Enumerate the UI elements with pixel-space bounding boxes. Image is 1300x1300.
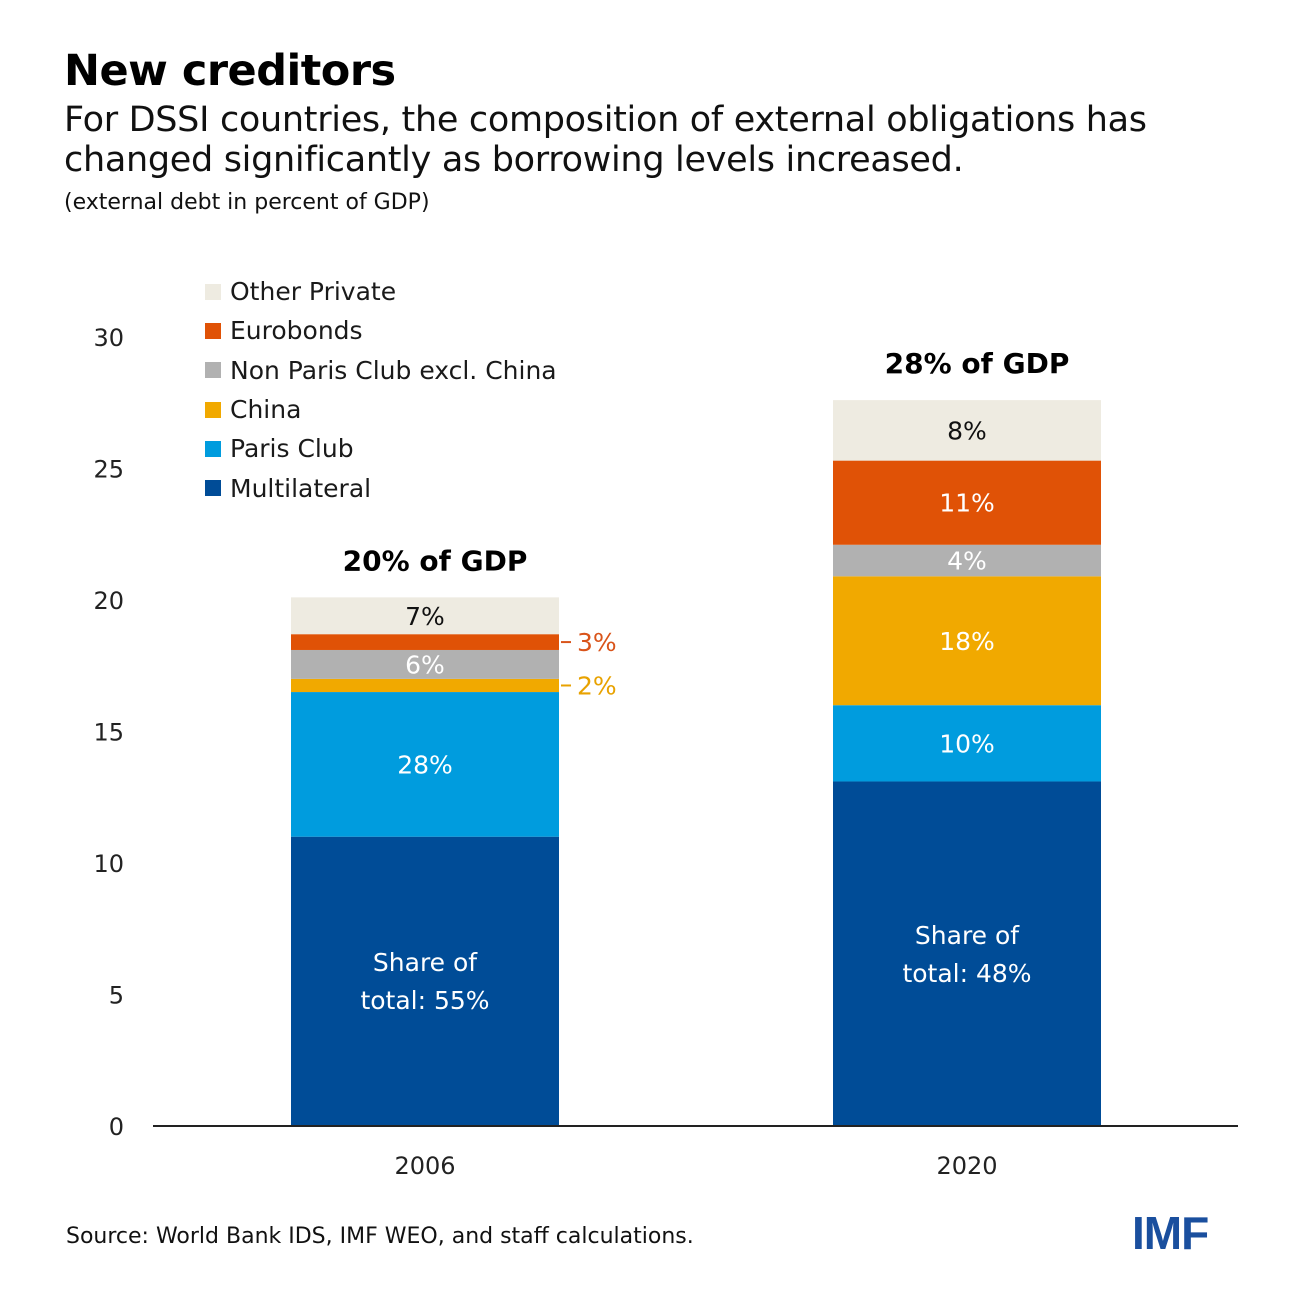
bar-total-label: 20% of GDP — [343, 544, 528, 577]
legend-label: Non Paris Club excl. China — [230, 355, 557, 385]
legend-swatch — [205, 480, 221, 497]
segment-label: 8% — [947, 416, 987, 445]
legend-label: Eurobonds — [230, 316, 363, 346]
chart-title: New creditors — [64, 46, 396, 96]
bar-total-label: 28% of GDP — [885, 347, 1070, 380]
source-note: Source: World Bank IDS, IMF WEO, and sta… — [66, 1224, 694, 1249]
y-tick-label: 5 — [109, 982, 124, 1010]
legend-swatch — [205, 362, 221, 379]
legend-swatch — [205, 322, 221, 339]
bar-segment-other-private — [833, 400, 1101, 461]
legend-swatch — [205, 283, 221, 300]
bar-segment-china — [291, 678, 559, 693]
legend-label: Multilateral — [230, 473, 372, 503]
segment-label: 10% — [939, 729, 995, 758]
bar-segment-non-paris-club-excl-china — [833, 544, 1101, 577]
chart-units-note: (external debt in percent of GDP) — [64, 190, 430, 215]
legend-item: Other Private — [205, 272, 557, 311]
segment-label: 3% — [577, 628, 617, 657]
bar-segment-china — [833, 576, 1101, 706]
legend-item: Eurobonds — [205, 311, 557, 350]
x-tick-label: 2020 — [936, 1152, 997, 1180]
segment-label: 6% — [405, 650, 445, 679]
segment-label: Share of — [373, 948, 478, 977]
segment-label: 28% — [397, 750, 453, 779]
y-tick-label: 15 — [93, 719, 124, 747]
legend-item: Multilateral — [205, 468, 557, 507]
chart-subtitle: For DSSI countries, the composition of e… — [64, 100, 1147, 180]
bar-segment-paris-club — [833, 705, 1101, 782]
legend-label: Paris Club — [230, 434, 354, 464]
y-tick-label: 25 — [93, 456, 124, 484]
segment-label: 2% — [577, 671, 617, 700]
legend-swatch — [205, 401, 221, 418]
segment-label: Share of — [915, 921, 1020, 950]
bar-segment-non-paris-club-excl-china — [291, 649, 559, 679]
y-tick-label: 10 — [93, 850, 124, 878]
segment-label: 4% — [947, 547, 987, 576]
bar-segment-multilateral — [291, 836, 559, 1126]
y-tick-label: 30 — [93, 324, 124, 352]
legend-swatch — [205, 440, 221, 457]
legend-item: China — [205, 390, 557, 429]
imf-logo: IMF — [1132, 1207, 1209, 1259]
chart-legend: Other Private Eurobonds Non Paris Club exc… — [205, 272, 557, 508]
legend-item: Paris Club — [205, 429, 557, 468]
segment-label: total: 55% — [360, 986, 489, 1015]
y-tick-label: 20 — [93, 587, 124, 615]
legend-item: Non Paris Club excl. China — [205, 351, 557, 390]
segment-label: total: 48% — [902, 959, 1031, 988]
bar-segment-eurobonds — [291, 634, 559, 650]
x-tick-label: 2006 — [394, 1152, 455, 1180]
y-tick-label: 0 — [109, 1113, 124, 1141]
segment-label: 11% — [939, 489, 995, 518]
bar-segment-eurobonds — [833, 460, 1101, 545]
segment-label: 7% — [405, 602, 445, 631]
bar-segment-paris-club — [291, 692, 559, 837]
legend-label: Other Private — [230, 277, 397, 307]
bar-segment-other-private — [291, 597, 559, 635]
bar-segment-multilateral — [833, 781, 1101, 1126]
segment-label: 18% — [939, 627, 995, 656]
legend-label: China — [230, 395, 302, 425]
